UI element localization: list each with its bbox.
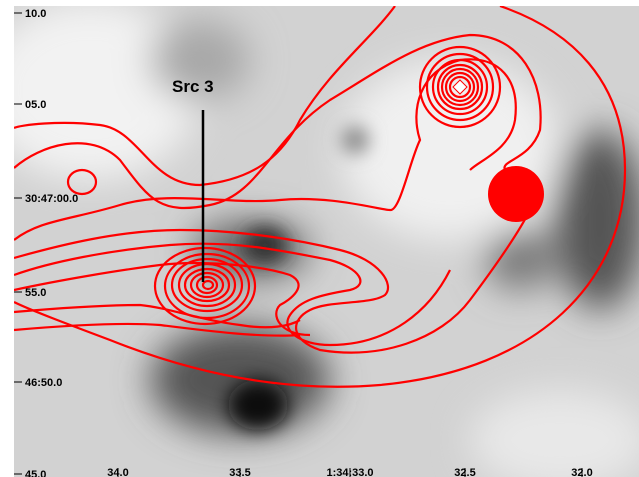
y-tick-label: 30:47:00.0	[25, 193, 78, 205]
y-tick-label: 46:50.0	[25, 377, 62, 389]
x-tick-label: 34.0	[107, 467, 128, 477]
y-tick-label: 55.0	[25, 287, 46, 299]
contours	[14, 6, 627, 388]
y-tick-label: 05.0	[25, 99, 46, 111]
y-tick-label: 45.0	[25, 469, 46, 477]
x-tick-label: 33.5	[229, 467, 250, 477]
source-label: Src 3	[172, 77, 214, 96]
x-tick-label: 32.5	[454, 467, 475, 477]
y-tick-label: 10.0	[25, 8, 46, 20]
x-tick-label: 32.0	[571, 467, 592, 477]
x-tick-label: 1:34:33.0	[326, 467, 373, 477]
